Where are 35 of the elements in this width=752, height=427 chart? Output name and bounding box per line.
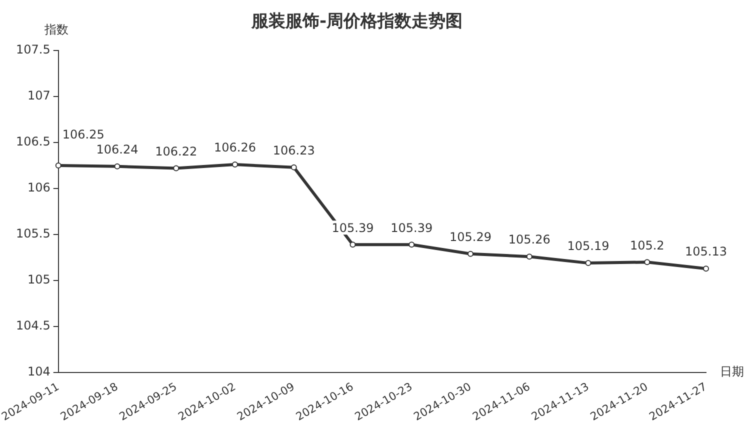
data-label: 105.13	[685, 244, 728, 259]
point	[173, 165, 180, 172]
point	[526, 254, 532, 260]
data-label: 106.23	[272, 143, 315, 158]
y-tick-label: 105	[27, 272, 50, 287]
point	[55, 162, 62, 168]
point	[408, 242, 415, 248]
point	[350, 242, 356, 248]
data-label: 105.39	[390, 220, 433, 235]
data-label: 105.19	[567, 239, 610, 254]
data-label: 105.26	[508, 232, 550, 247]
data-label: 106.22	[155, 144, 198, 158]
x-axis-title: 日期	[720, 364, 744, 379]
y-tick-label: 104.5	[16, 318, 50, 333]
data-label: 106.24	[96, 142, 138, 157]
y-tick-label: 106	[27, 180, 50, 195]
chart-title: 服装服饰-周价格指数走势图	[250, 12, 463, 32]
y-axis-title: 指数	[43, 22, 68, 37]
data-label: 106.26	[214, 140, 256, 155]
y-tick-label: 106.5	[16, 134, 50, 149]
y-tick-label: 107.5	[16, 42, 50, 57]
y-tick-label: 104	[27, 364, 50, 379]
point	[232, 162, 238, 168]
point	[644, 259, 650, 266]
point	[703, 266, 709, 272]
y-tick-label: 107	[27, 88, 50, 103]
data-label: 105.2	[630, 238, 664, 252]
point	[467, 250, 474, 257]
data-label: 105.39	[332, 220, 374, 235]
data-label: 105.29	[450, 230, 492, 244]
y-tick-label: 105.5	[16, 226, 50, 241]
point	[585, 260, 592, 266]
data-label: 106.25	[62, 128, 104, 142]
point	[290, 164, 297, 170]
point	[114, 163, 120, 170]
